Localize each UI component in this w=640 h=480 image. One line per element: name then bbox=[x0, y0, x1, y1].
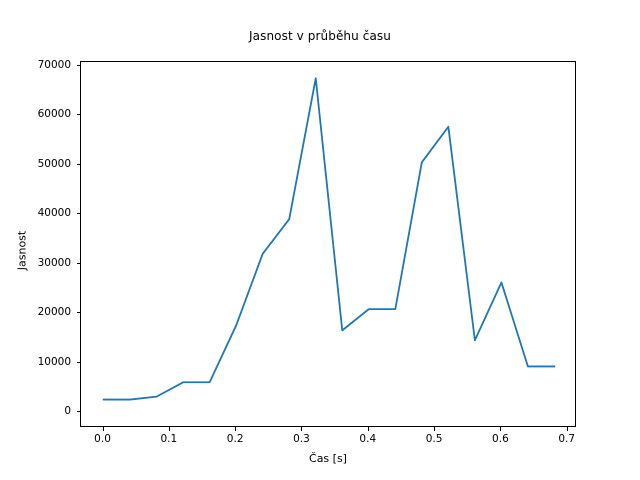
x-tick-mark bbox=[102, 427, 104, 431]
y-tick-label: 50000 bbox=[37, 157, 71, 170]
x-tick-mark bbox=[301, 427, 303, 431]
x-tick-mark bbox=[367, 427, 369, 431]
x-tick-label: 0.0 bbox=[94, 433, 111, 445]
y-tick-label: 10000 bbox=[37, 355, 71, 368]
x-tick-label: 0.4 bbox=[359, 433, 377, 445]
x-tick-mark bbox=[434, 427, 436, 431]
chart-title: Jasnost v průběhu času bbox=[249, 29, 391, 43]
y-tick-label: 70000 bbox=[37, 58, 71, 71]
x-tick-mark bbox=[168, 427, 170, 431]
y-axis-label: Jasnost bbox=[15, 230, 29, 271]
y-tick-label: 40000 bbox=[37, 207, 71, 220]
x-tick-mark bbox=[500, 427, 502, 431]
x-tick-mark bbox=[566, 427, 568, 431]
x-tick-label: 0.5 bbox=[425, 433, 443, 445]
y-tick-mark bbox=[76, 410, 80, 412]
x-axis-label: Čas [s] bbox=[309, 452, 347, 465]
x-tick-label: 0.3 bbox=[293, 433, 310, 445]
data-line-jasnost bbox=[102, 77, 556, 401]
y-tick-mark bbox=[76, 361, 80, 363]
y-tick-mark bbox=[76, 262, 80, 264]
x-tick-mark bbox=[235, 427, 237, 431]
x-tick-label: 0.1 bbox=[160, 433, 178, 445]
line-series-svg bbox=[102, 77, 556, 401]
y-tick-label: 30000 bbox=[37, 256, 71, 269]
y-tick-mark bbox=[76, 114, 80, 116]
y-tick-label: 20000 bbox=[37, 306, 71, 319]
x-tick-label: 0.7 bbox=[558, 433, 576, 445]
y-tick-label: 60000 bbox=[37, 108, 71, 121]
x-tick-label: 0.2 bbox=[226, 433, 244, 445]
y-tick-mark bbox=[76, 213, 80, 215]
y-tick-mark bbox=[76, 312, 80, 314]
y-tick-label: 0 bbox=[64, 404, 71, 417]
y-tick-mark bbox=[76, 64, 80, 66]
x-tick-label: 0.6 bbox=[492, 433, 509, 445]
y-tick-mark bbox=[76, 163, 80, 165]
plot-area bbox=[80, 61, 576, 427]
